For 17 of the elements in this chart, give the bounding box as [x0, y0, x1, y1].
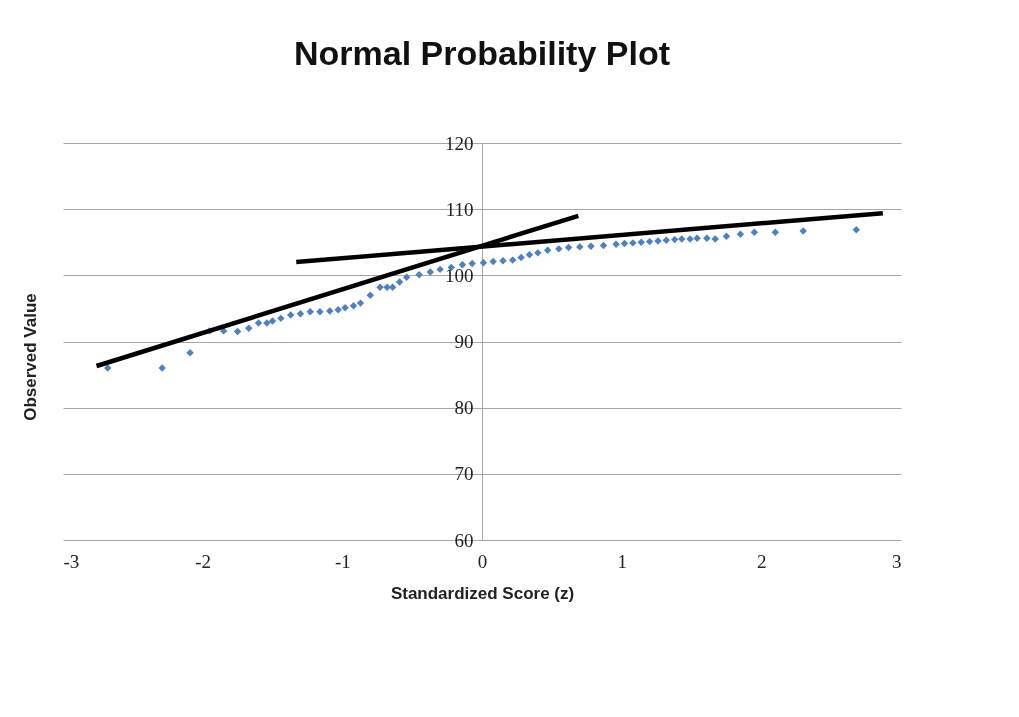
y-tick-label: 90	[454, 331, 474, 352]
y-tick-label: 60	[454, 529, 474, 551]
x-tick-label: 1	[617, 550, 627, 572]
x-tick-label: 3	[892, 550, 902, 572]
y-tick-label: 110	[445, 198, 474, 220]
y-tick-label: 80	[454, 397, 474, 419]
x-tick-label: 2	[757, 550, 767, 572]
y-tick-label: 100	[445, 264, 474, 286]
x-tick-label: -3	[63, 550, 80, 572]
x-tick-label: -1	[334, 550, 351, 572]
x-axis-title: Standardized Score (z)	[390, 583, 575, 603]
x-tick-label: -2	[195, 550, 212, 572]
y-tick-label: 120	[445, 132, 474, 154]
x-tick-label: 0	[477, 550, 488, 572]
y-tick-label: 70	[454, 463, 474, 485]
chart-title: Normal Probability Plot	[294, 34, 670, 72]
y-axis-title: Observed Value	[20, 293, 40, 421]
